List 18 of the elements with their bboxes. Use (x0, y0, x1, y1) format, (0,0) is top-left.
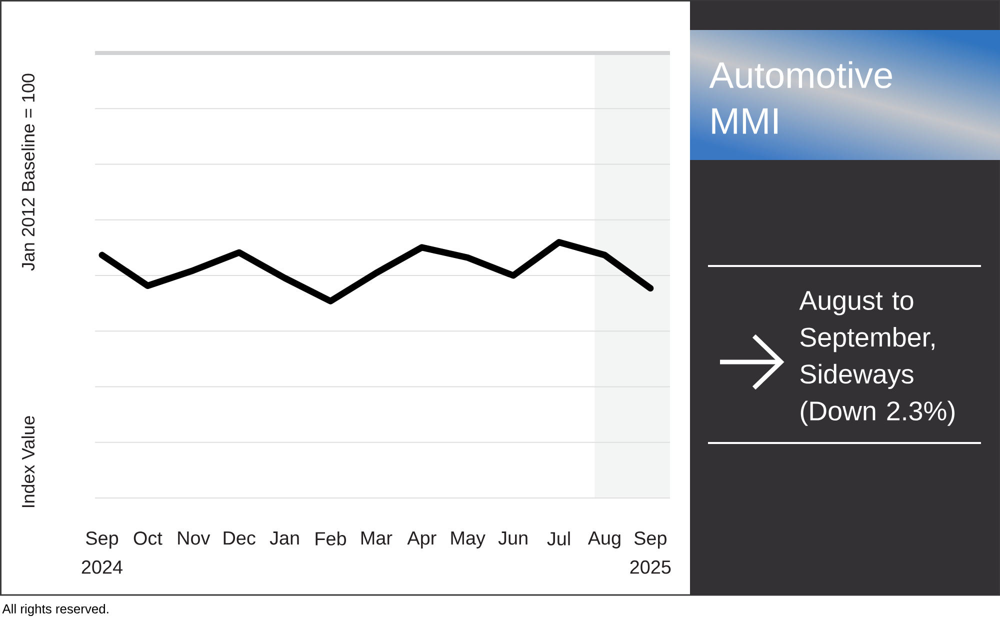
text: All rights reserved. (2, 604, 108, 616)
text: Jan 2012 Baseline = 100 (21, 74, 35, 271)
x-tick-label: Dec (224, 532, 256, 545)
x-tick-label: Oct (134, 532, 162, 545)
x-tick-label: Nov (178, 532, 210, 545)
text: Automotive MMI (709, 61, 892, 134)
y-axis-title: Index Value (21, 416, 35, 508)
x-tick-label: Jun (498, 532, 528, 545)
x-tick-label: Feb (316, 532, 346, 546)
x-tick-label: May (451, 532, 486, 548)
x-tick-label: Apr (407, 532, 436, 548)
x-tick-label: Mar (361, 532, 392, 545)
x-tick-label: Jan (270, 532, 299, 545)
x-tick-label: Aug (588, 532, 620, 548)
text: August to September, Sideways (Down 2.3%) (799, 291, 954, 426)
x-tick-label: Jul (547, 532, 570, 546)
x-tick-label: Sep 2025 (630, 532, 671, 574)
x-tick-label: Sep 2024 (82, 532, 122, 574)
